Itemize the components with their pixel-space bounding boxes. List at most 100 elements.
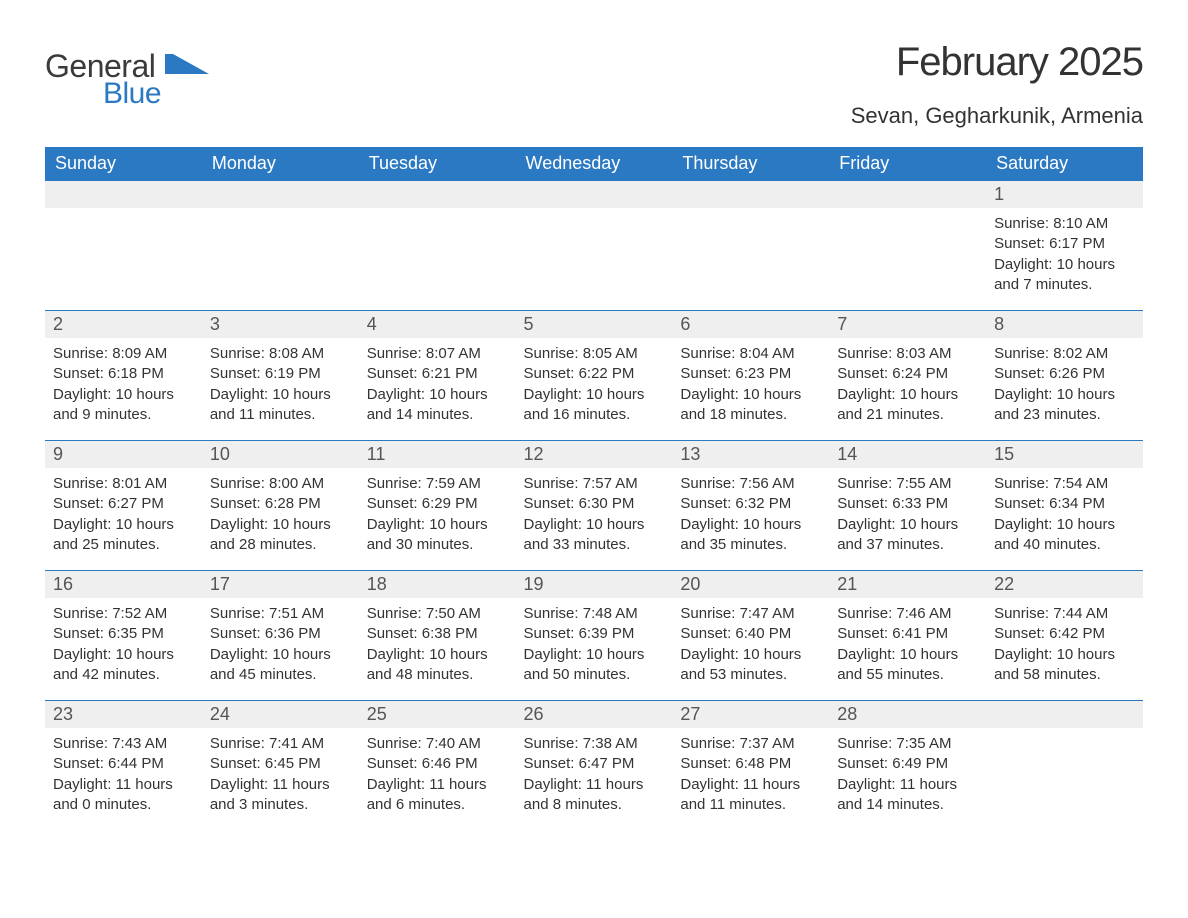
daylight: Daylight: 10 hours and 37 minutes.: [837, 515, 978, 556]
sunrise: Sunrise: 7:51 AM: [210, 604, 351, 624]
daylight: Daylight: 10 hours and 58 minutes.: [994, 645, 1135, 686]
day-cell-27: 27Sunrise: 7:37 AMSunset: 6:48 PMDayligh…: [672, 701, 829, 831]
flag-icon: [165, 54, 213, 82]
location: Sevan, Gegharkunik, Armenia: [851, 103, 1143, 129]
daylight: Daylight: 10 hours and 45 minutes.: [210, 645, 351, 686]
sunrise: Sunrise: 7:48 AM: [524, 604, 665, 624]
day-cell-empty: [672, 181, 829, 311]
daylight: Daylight: 10 hours and 28 minutes.: [210, 515, 351, 556]
day-cell-empty: [986, 701, 1143, 831]
day-body: Sunrise: 7:47 AMSunset: 6:40 PMDaylight:…: [672, 598, 829, 691]
dow-friday: Friday: [829, 147, 986, 181]
sunrise: Sunrise: 7:38 AM: [524, 734, 665, 754]
sunset: Sunset: 6:22 PM: [524, 364, 665, 384]
sunrise: Sunrise: 8:04 AM: [680, 344, 821, 364]
sunrise: Sunrise: 7:35 AM: [837, 734, 978, 754]
sunset: Sunset: 6:42 PM: [994, 624, 1135, 644]
day-cell-1: 1Sunrise: 8:10 AMSunset: 6:17 PMDaylight…: [986, 181, 1143, 311]
sunrise: Sunrise: 8:07 AM: [367, 344, 508, 364]
sunrise: Sunrise: 7:52 AM: [53, 604, 194, 624]
dow-monday: Monday: [202, 147, 359, 181]
sunset: Sunset: 6:41 PM: [837, 624, 978, 644]
sunrise: Sunrise: 7:40 AM: [367, 734, 508, 754]
day-cell-20: 20Sunrise: 7:47 AMSunset: 6:40 PMDayligh…: [672, 571, 829, 701]
day-cell-empty: [516, 181, 673, 311]
day-cell-28: 28Sunrise: 7:35 AMSunset: 6:49 PMDayligh…: [829, 701, 986, 831]
day-body: Sunrise: 8:00 AMSunset: 6:28 PMDaylight:…: [202, 468, 359, 561]
sunset: Sunset: 6:24 PM: [837, 364, 978, 384]
daylight: Daylight: 10 hours and 50 minutes.: [524, 645, 665, 686]
week-row: 9 Sunrise: 8:01 AMSunset: 6:27 PM Daylight…: [45, 441, 1143, 571]
daylight: Daylight: 11 hours and 8 minutes.: [524, 775, 665, 816]
day-number: 21: [829, 571, 986, 598]
dow-row: SundayMondayTuesdayWednesdayThursdayFrid…: [45, 147, 1143, 181]
day-cell-empty: [359, 181, 516, 311]
day-number: 24: [202, 701, 359, 728]
day-number-empty: [359, 181, 516, 208]
day-number: 8: [986, 311, 1143, 338]
sunrise: Sunrise: 8:01 AM: [53, 474, 194, 494]
day-number: 9: [45, 441, 202, 468]
logo-text-blue: Blue: [103, 77, 161, 111]
day-cell-12: 12Sunrise: 7:57 AMSunset: 6:30 PMDayligh…: [516, 441, 673, 571]
sunrise: Sunrise: 7:44 AM: [994, 604, 1135, 624]
day-number: 19: [516, 571, 673, 598]
sunset: Sunset: 6:27 PM: [53, 494, 194, 514]
sunset: Sunset: 6:26 PM: [994, 364, 1135, 384]
sunset: Sunset: 6:19 PM: [210, 364, 351, 384]
day-cell-17: 17Sunrise: 7:51 AMSunset: 6:36 PMDayligh…: [202, 571, 359, 701]
day-number: 18: [359, 571, 516, 598]
daylight: Daylight: 10 hours and 35 minutes.: [680, 515, 821, 556]
sunrise: Sunrise: 8:03 AM: [837, 344, 978, 364]
day-body: Sunrise: 8:10 AMSunset: 6:17 PMDaylight:…: [986, 208, 1143, 301]
sunrise: Sunrise: 7:54 AM: [994, 474, 1135, 494]
sunset: Sunset: 6:30 PM: [524, 494, 665, 514]
sunset: Sunset: 6:45 PM: [210, 754, 351, 774]
day-body: Sunrise: 7:44 AMSunset: 6:42 PMDaylight:…: [986, 598, 1143, 691]
sunrise: Sunrise: 7:43 AM: [53, 734, 194, 754]
daylight: Daylight: 10 hours and 9 minutes.: [53, 385, 194, 426]
daylight: Daylight: 11 hours and 0 minutes.: [53, 775, 194, 816]
logo: General Blue: [45, 48, 213, 111]
day-body: Sunrise: 7:55 AMSunset: 6:33 PMDaylight:…: [829, 468, 986, 561]
sunset: Sunset: 6:39 PM: [524, 624, 665, 644]
sunrise: Sunrise: 8:05 AM: [524, 344, 665, 364]
sunrise: Sunrise: 7:50 AM: [367, 604, 508, 624]
daylight: Daylight: 11 hours and 3 minutes.: [210, 775, 351, 816]
day-number: 22: [986, 571, 1143, 598]
day-number: 7: [829, 311, 986, 338]
day-body: Sunrise: 7:43 AMSunset: 6:44 PMDaylight:…: [45, 728, 202, 821]
day-cell-4: 4Sunrise: 8:07 AMSunset: 6:21 PMDaylight…: [359, 311, 516, 441]
sunrise: Sunrise: 7:57 AM: [524, 474, 665, 494]
day-cell-19: 19 Sunrise: 7:48 AMSunset: 6:39 PMDayligh…: [516, 571, 673, 701]
day-body: Sunrise: 7:41 AMSunset: 6:45 PMDaylight:…: [202, 728, 359, 821]
daylight: Daylight: 10 hours and 55 minutes.: [837, 645, 978, 686]
day-number: 27: [672, 701, 829, 728]
sunrise: Sunrise: 8:02 AM: [994, 344, 1135, 364]
sunset: Sunset: 6:33 PM: [837, 494, 978, 514]
dow-tuesday: Tuesday: [359, 147, 516, 181]
daylight: Daylight: 10 hours and 16 minutes.: [524, 385, 665, 426]
dow-wednesday: Wednesday: [516, 147, 673, 181]
dow-thursday: Thursday: [672, 147, 829, 181]
day-body: Sunrise: 7:57 AMSunset: 6:30 PMDaylight:…: [516, 468, 673, 561]
day-body: Sunrise: 8:03 AMSunset: 6:24 PMDaylight:…: [829, 338, 986, 431]
daylight: Daylight: 10 hours and 11 minutes.: [210, 385, 351, 426]
day-number: 20: [672, 571, 829, 598]
day-cell-21: 21Sunrise: 7:46 AMSunset: 6:41 PMDayligh…: [829, 571, 986, 701]
day-cell-5: 5Sunrise: 8:05 AMSunset: 6:22 PMDaylight…: [516, 311, 673, 441]
day-body: Sunrise: 7:51 AMSunset: 6:36 PMDaylight:…: [202, 598, 359, 691]
daylight: Daylight: 10 hours and 30 minutes.: [367, 515, 508, 556]
sunset: Sunset: 6:40 PM: [680, 624, 821, 644]
dow-sunday: Sunday: [45, 147, 202, 181]
day-number: 17: [202, 571, 359, 598]
day-number: 25: [359, 701, 516, 728]
day-number-empty: [516, 181, 673, 208]
day-number: 11: [359, 441, 516, 468]
day-cell-empty: [829, 181, 986, 311]
daylight: Daylight: 10 hours and 18 minutes.: [680, 385, 821, 426]
sunrise: Sunrise: 7:41 AM: [210, 734, 351, 754]
daylight: Daylight: 10 hours and 33 minutes.: [524, 515, 665, 556]
sunset: Sunset: 6:28 PM: [210, 494, 351, 514]
day-cell-11: 11Sunrise: 7:59 AMSunset: 6:29 PMDayligh…: [359, 441, 516, 571]
